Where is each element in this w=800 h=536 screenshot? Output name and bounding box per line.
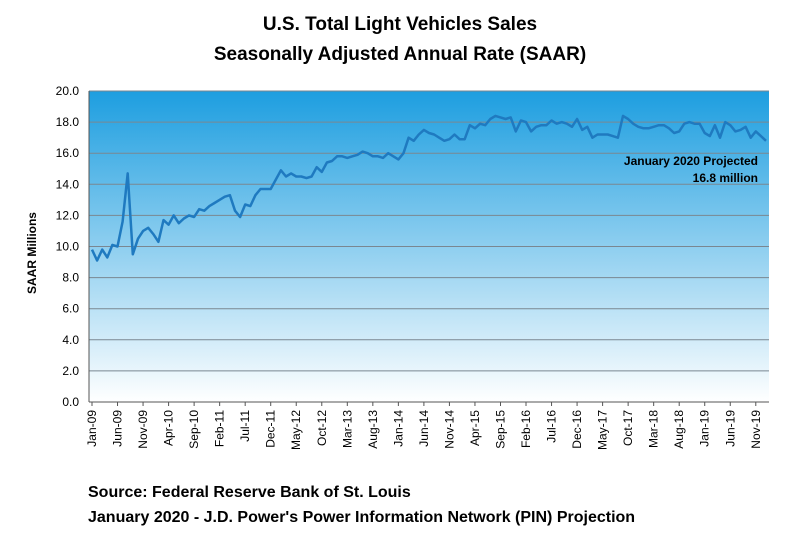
x-tick-label: Jan-09 <box>85 410 99 447</box>
x-tick-label: Jan-19 <box>698 410 712 447</box>
annotation-line-2: 16.8 million <box>692 171 758 185</box>
axes <box>88 91 769 403</box>
y-tick-label: 16.0 <box>56 146 80 160</box>
x-axis-ticks: Jan-09 Jun-09 Nov-09 Apr-10 Sep-10 Feb-11 Jul-… <box>85 402 763 450</box>
y-axis-label-wrap: SAAR Millions <box>22 212 42 294</box>
x-tick-label: Dec-16 <box>570 410 584 449</box>
y-axis-ticks: 0.0 2.0 4.0 6.0 8.0 10.0 12.0 14.0 16.0 18.0 20.0 <box>56 84 80 409</box>
projection-annotation: January 2020 Projected 16.8 million <box>624 153 758 187</box>
y-tick-label: 0.0 <box>62 395 79 409</box>
source-line-2: January 2020 - J.D. Power's Power Inform… <box>88 509 636 526</box>
x-tick-label: Jul-16 <box>545 410 559 443</box>
y-tick-label: 20.0 <box>56 84 80 98</box>
x-tick-label: Apr-15 <box>468 410 482 446</box>
x-tick-label: Apr-10 <box>162 410 176 446</box>
x-tick-label: Dec-11 <box>264 410 278 448</box>
x-tick-label: Mar-18 <box>647 410 661 448</box>
x-tick-label: Nov-19 <box>749 410 763 449</box>
source-line-1: Source: Federal Reserve Bank of St. Loui… <box>88 484 411 501</box>
x-tick-label: Aug-13 <box>366 410 380 449</box>
y-tick-label: 18.0 <box>56 115 80 129</box>
x-tick-label: Mar-13 <box>340 410 354 448</box>
x-tick-label: May-17 <box>596 410 610 450</box>
chart-title: U.S. Total Light Vehicles Sales <box>262 14 538 35</box>
annotation-line-1: January 2020 Projected <box>623 154 758 168</box>
y-tick-label: 12.0 <box>56 208 80 222</box>
x-tick-label: Sep-10 <box>187 410 201 449</box>
y-tick-label: 8.0 <box>62 271 79 285</box>
x-tick-label: Feb-16 <box>519 410 533 448</box>
x-tick-label: May-12 <box>289 410 303 450</box>
x-tick-label: Sep-15 <box>493 410 507 449</box>
sales-series-line <box>90 114 767 262</box>
x-tick-label: Nov-14 <box>442 410 456 449</box>
y-tick-label: 10.0 <box>56 240 80 254</box>
y-axis-label: SAAR Millions <box>25 212 39 295</box>
y-tick-label: 2.0 <box>62 364 79 378</box>
x-tick-label: Jun-19 <box>723 410 737 447</box>
y-tick-label: 14.0 <box>56 177 80 191</box>
y-tick-label: 6.0 <box>62 302 79 316</box>
gridlines <box>89 90 769 372</box>
chart-subtitle: Seasonally Adjusted Annual Rate (SAAR) <box>213 44 587 65</box>
x-tick-label: Oct-12 <box>315 410 329 446</box>
x-tick-label: Jul-11 <box>238 410 252 442</box>
x-tick-label: Aug-18 <box>672 410 686 449</box>
x-tick-label: Feb-11 <box>213 410 227 447</box>
x-tick-label: Jun-09 <box>111 410 125 447</box>
x-tick-label: Jun-14 <box>417 410 431 447</box>
x-tick-label: Jan-14 <box>391 410 405 447</box>
y-tick-label: 4.0 <box>62 333 79 347</box>
series-layer <box>90 114 767 262</box>
x-tick-label: Nov-09 <box>136 410 150 449</box>
x-tick-label: Oct-17 <box>621 410 635 446</box>
